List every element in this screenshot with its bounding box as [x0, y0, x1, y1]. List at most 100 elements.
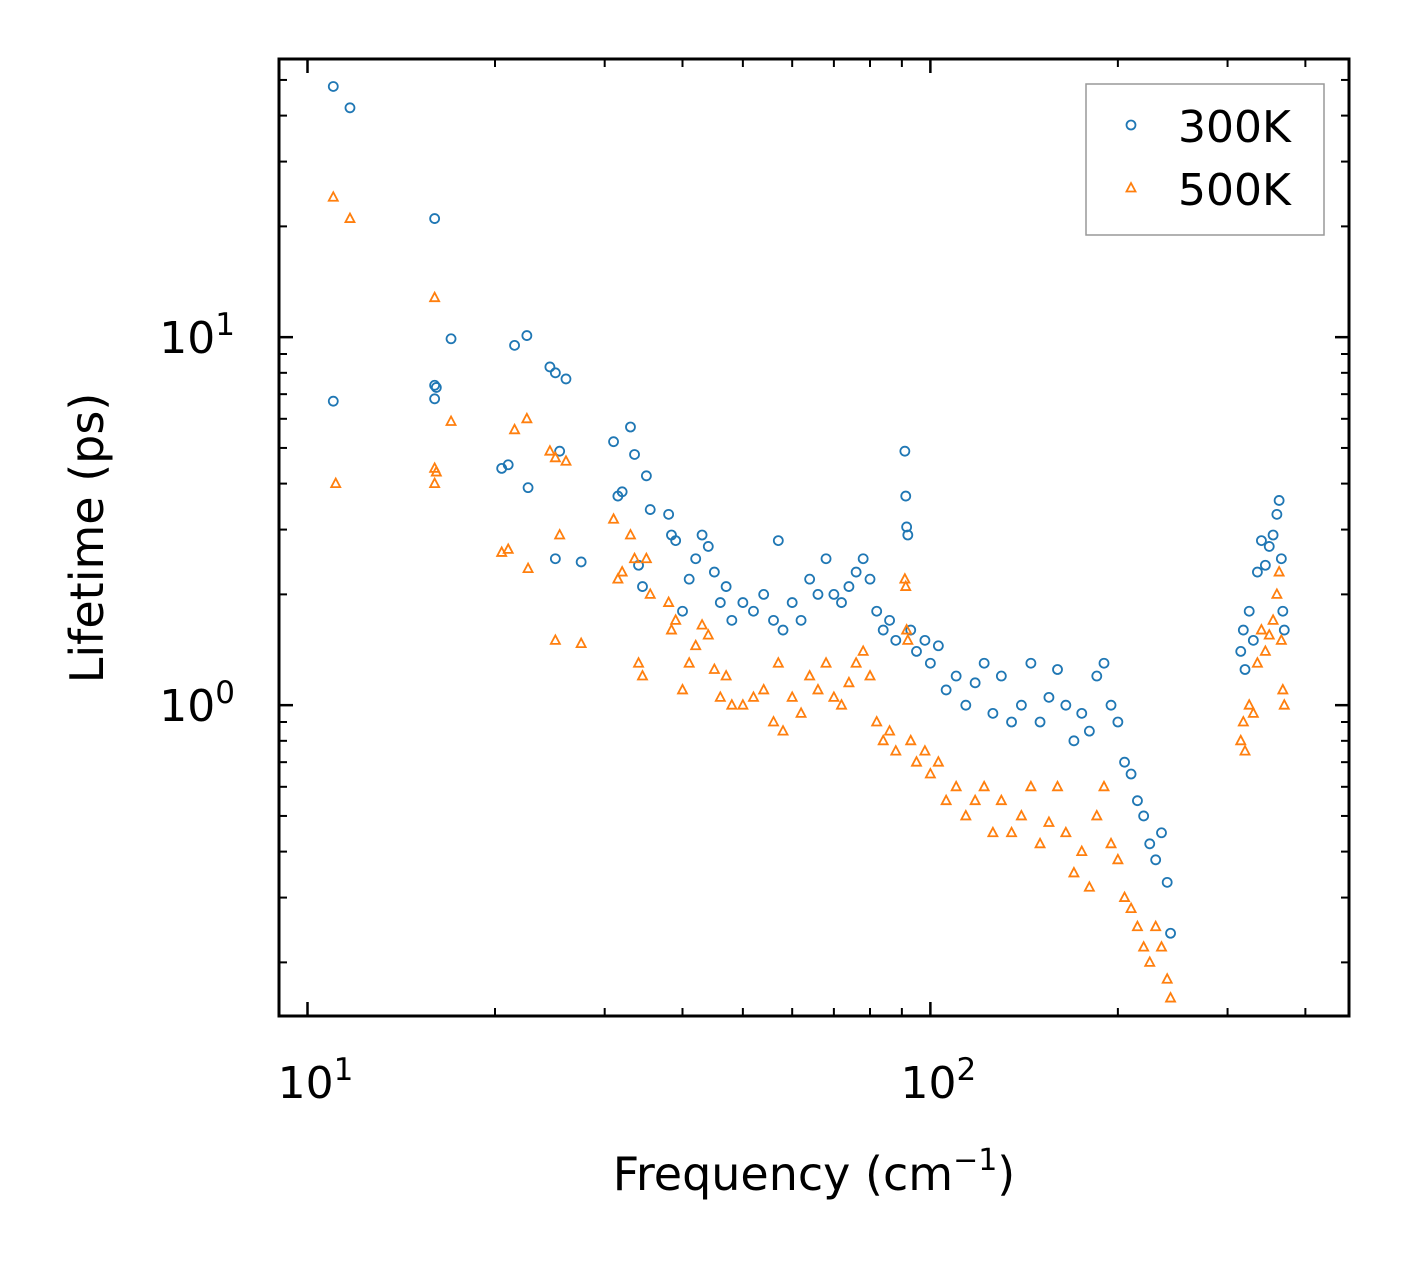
- data-point-500k: [689, 638, 702, 651]
- data-point-500k: [1255, 623, 1268, 635]
- data-point-500k: [720, 669, 733, 681]
- data-point-300k: [1275, 553, 1287, 565]
- data-point-300k: [1267, 529, 1279, 541]
- data-point-500k: [1125, 901, 1138, 914]
- data-point-300k: [430, 382, 442, 393]
- data-point-500k: [883, 724, 896, 736]
- data-point-300k: [690, 553, 702, 565]
- data-point-500k: [786, 690, 799, 702]
- data-point-300k: [575, 556, 587, 568]
- data-point-300k: [940, 684, 952, 696]
- data-point-500k: [1098, 779, 1110, 792]
- data-point-300k: [1259, 559, 1271, 571]
- data-point-300k: [960, 699, 972, 711]
- data-point-300k: [327, 395, 339, 407]
- data-point-500k: [1034, 836, 1047, 849]
- data-point-500k: [1067, 866, 1080, 878]
- data-point-500k: [1270, 587, 1283, 599]
- y-tick-label-10-1-exp: 1: [215, 307, 235, 343]
- data-point-500k: [940, 793, 953, 806]
- data-point-500k: [665, 623, 678, 635]
- data-point-500k: [918, 744, 931, 756]
- data-point-500k: [1090, 809, 1103, 821]
- data-point-300k: [429, 379, 441, 391]
- data-point-500k: [553, 528, 566, 540]
- data-point-500k: [676, 683, 689, 695]
- data-point-300k: [812, 588, 824, 600]
- data-point-300k: [726, 614, 738, 626]
- data-point-500k: [430, 465, 443, 477]
- data-point-300k: [924, 657, 936, 669]
- data-point-300k: [786, 597, 798, 608]
- data-point-500k: [1024, 779, 1037, 792]
- data-point-500k: [696, 618, 709, 630]
- data-point-500k: [428, 290, 441, 303]
- data-point-300k: [1052, 664, 1063, 675]
- data-point-300k: [1237, 624, 1249, 636]
- data-point-500k: [772, 656, 785, 668]
- data-point-300k: [1105, 699, 1117, 711]
- data-point-300k: [919, 634, 931, 646]
- data-point-500k: [1243, 698, 1256, 710]
- data-point-300k: [608, 436, 619, 448]
- data-point-500k: [899, 579, 912, 591]
- x-tick-label-10-2-exp: 2: [957, 1052, 977, 1088]
- y-tick-label-10-1: 101: [159, 307, 235, 364]
- data-point-300k: [1025, 657, 1037, 669]
- x-axis-label-text: Frequency (cm: [613, 1147, 953, 1201]
- data-point-500k: [520, 411, 533, 424]
- data-point-500k: [559, 454, 572, 466]
- data-point-500k: [986, 825, 999, 838]
- data-point-300k: [702, 541, 714, 552]
- data-point-300k: [758, 588, 770, 600]
- data-point-300k: [549, 553, 561, 565]
- data-point-300k: [327, 81, 339, 92]
- data-point-500k: [835, 698, 848, 710]
- data-point-500k: [767, 715, 780, 727]
- data-point-500k: [708, 662, 721, 674]
- data-point-500k: [1075, 844, 1088, 857]
- data-point-300k: [429, 393, 441, 405]
- data-point-300k: [683, 573, 695, 585]
- data-point-500k: [1105, 836, 1118, 849]
- data-point-500k: [969, 793, 982, 806]
- data-point-300k: [696, 529, 708, 541]
- data-point-300k: [871, 605, 883, 617]
- data-point-500k: [904, 733, 917, 746]
- data-point-500k: [508, 422, 521, 435]
- data-point-300k: [1256, 535, 1267, 547]
- data-point-500k: [889, 744, 902, 756]
- data-point-300k: [795, 614, 807, 626]
- data-point-500k: [1083, 880, 1096, 892]
- data-point-500k: [327, 190, 340, 202]
- data-point-300k: [1006, 716, 1017, 728]
- data-point-500k: [644, 587, 657, 599]
- data-point-300k: [748, 605, 759, 617]
- data-point-500k: [803, 669, 816, 681]
- data-point-500k: [736, 698, 749, 710]
- data-point-500k: [1273, 565, 1286, 577]
- data-point-300k: [663, 508, 675, 520]
- data-point-500k: [932, 755, 945, 767]
- data-point-500k: [543, 444, 556, 456]
- data-point-500k: [924, 767, 937, 779]
- data-point-300k: [1252, 566, 1263, 578]
- data-point-300k: [1263, 541, 1275, 552]
- data-point-300k: [1150, 854, 1162, 866]
- data-point-300k: [1156, 827, 1167, 839]
- data-point-300k: [1271, 508, 1283, 520]
- data-point-500k: [1278, 698, 1291, 710]
- data-point-300k: [445, 333, 457, 345]
- data-point-500k: [662, 595, 675, 607]
- data-point-300k: [509, 339, 520, 351]
- data-point-500k: [1267, 613, 1280, 625]
- data-point-300k: [877, 624, 889, 636]
- data-point-500k: [1239, 744, 1252, 756]
- data-point-300k: [521, 330, 533, 341]
- data-point-500k: [1234, 733, 1247, 746]
- data-point-500k: [502, 542, 515, 554]
- data-point-500k: [549, 633, 562, 645]
- legend-marker-500k: [1125, 181, 1137, 193]
- data-point-500k: [1164, 991, 1177, 1003]
